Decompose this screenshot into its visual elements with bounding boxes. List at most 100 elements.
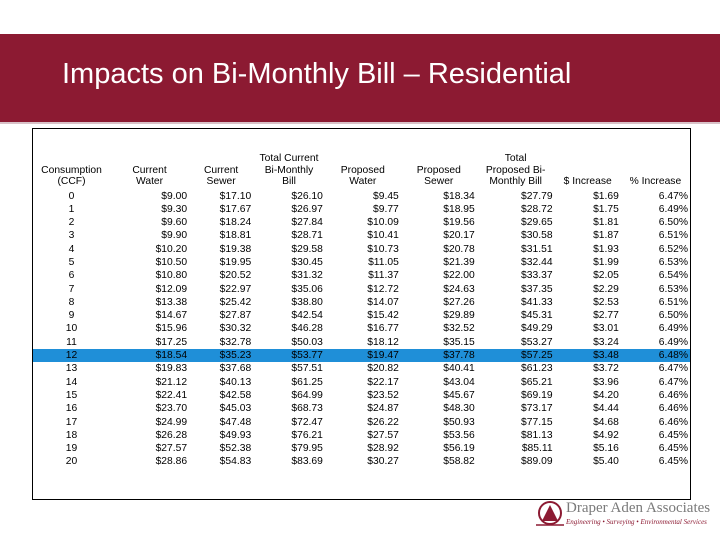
banner-divider — [0, 122, 720, 124]
value-cell: $28.92 — [367, 443, 399, 455]
table-row: 15 $22.41 $42.58 $64.99 $23.52 $45.67 $69.19 $4… — [33, 389, 690, 402]
value-cell: 6.50% — [658, 310, 688, 322]
value-cell: $26.10 — [291, 190, 323, 202]
value-cell: $5.40 — [593, 456, 619, 468]
value-cell: $20.52 — [219, 270, 252, 282]
value-cell: $9.77 — [373, 203, 399, 215]
value-cell: $27.79 — [521, 190, 553, 202]
column-header-line: Current — [203, 164, 239, 176]
column-header-line: Proposed — [340, 164, 385, 176]
column-header: Proposed Water — [325, 153, 401, 190]
consumption-cell: 3 — [68, 230, 75, 242]
table-row: 13 $19.83 $37.68 $57.51 $20.82 $40.41 $61.23 $3… — [33, 362, 690, 375]
value-cell: $1.75 — [593, 203, 619, 215]
value-cell: $9.45 — [373, 190, 399, 202]
value-cell: $53.77 — [253, 349, 325, 363]
value-cell: $10.20 — [155, 243, 188, 255]
column-header-line: Proposed Bi- — [485, 164, 546, 176]
value-cell: $61.23 — [521, 363, 553, 375]
value-cell: $27.84 — [291, 217, 323, 229]
column-header: Total Current Bi-Monthly Bill — [253, 153, 325, 190]
column-header-line: Water — [136, 176, 164, 187]
value-cell: $69.19 — [521, 389, 553, 401]
value-cell: $42.54 — [291, 310, 323, 322]
column-header-line: Bill — [282, 176, 296, 187]
value-cell: $40.13 — [219, 376, 252, 388]
value-cell: $2.53 — [593, 296, 619, 308]
column-header-line: % Increase — [629, 176, 682, 187]
value-cell: 6.49% — [658, 323, 688, 335]
table-row: 17 $24.99 $47.48 $72.47 $26.22 $50.93 $77.15 $4… — [33, 416, 690, 429]
value-cell: $20.82 — [367, 363, 399, 375]
column-header: % Increase — [621, 153, 690, 190]
value-cell: $28.72 — [521, 203, 553, 215]
value-cell: $16.77 — [367, 323, 399, 335]
value-cell: $22.00 — [443, 270, 475, 282]
consumption-cell: 4 — [68, 243, 75, 255]
value-cell: $18.34 — [443, 190, 475, 202]
value-cell: $58.82 — [443, 456, 475, 468]
value-cell: $12.72 — [367, 283, 399, 295]
table-row: 16 $23.70 $45.03 $68.73 $24.87 $48.30 $73.17 $4… — [33, 402, 690, 415]
value-cell: $4.44 — [593, 403, 619, 415]
consumption-cell: 9 — [68, 310, 75, 322]
value-cell: 6.48% — [620, 349, 690, 363]
value-cell: $10.80 — [155, 270, 188, 282]
value-cell: $20.78 — [443, 243, 475, 255]
value-cell: $27.87 — [219, 310, 252, 322]
value-cell: $23.70 — [155, 403, 188, 415]
value-cell: $56.19 — [443, 443, 475, 455]
value-cell: $22.41 — [155, 389, 188, 401]
value-cell: $3.48 — [554, 349, 621, 363]
value-cell: $19.95 — [219, 256, 252, 268]
value-cell: $29.89 — [443, 310, 475, 322]
consumption-cell: 13 — [65, 363, 78, 375]
column-header-line: Sewer — [424, 176, 454, 187]
value-cell: $24.63 — [443, 283, 475, 295]
value-cell: $4.20 — [593, 389, 619, 401]
column-header-line: Consumption — [41, 164, 102, 176]
column-header-line: Water — [349, 176, 377, 187]
draper-aden-logo-mark — [536, 501, 564, 526]
value-cell: $10.09 — [367, 217, 399, 229]
value-cell: $4.92 — [593, 429, 619, 441]
value-cell: $17.25 — [155, 336, 188, 348]
value-cell: $73.17 — [521, 403, 553, 415]
value-cell: $65.21 — [521, 376, 553, 388]
value-cell: $1.99 — [593, 256, 619, 268]
value-cell: $45.67 — [443, 389, 475, 401]
value-cell: $50.93 — [443, 416, 475, 428]
value-cell: $26.28 — [155, 429, 188, 441]
slide-title: Impacts on Bi-Monthly Bill – Residential — [62, 58, 572, 90]
value-cell: $49.93 — [219, 429, 252, 441]
value-cell: $26.97 — [291, 203, 323, 215]
consumption-cell: 5 — [68, 256, 75, 268]
value-cell: $19.56 — [443, 217, 475, 229]
value-cell: $68.73 — [291, 403, 323, 415]
value-cell: 6.47% — [658, 190, 688, 202]
value-cell: $30.27 — [367, 456, 399, 468]
consumption-cell: 17 — [65, 416, 78, 428]
value-cell: $18.54 — [110, 349, 190, 363]
column-header: Current Water — [110, 153, 189, 190]
value-cell: $3.96 — [593, 376, 619, 388]
value-cell: $15.42 — [367, 310, 399, 322]
value-cell: $3.01 — [593, 323, 619, 335]
value-cell: 6.45% — [658, 456, 688, 468]
value-cell: $61.25 — [291, 376, 323, 388]
value-cell: $24.99 — [155, 416, 188, 428]
consumption-cell: 7 — [68, 283, 75, 295]
value-cell: $42.58 — [219, 389, 252, 401]
value-cell: $89.09 — [521, 456, 553, 468]
value-cell: $38.80 — [291, 296, 323, 308]
table-row: 6 $10.80 $20.52 $31.32 $11.37 $22.00 $33.37 $2.… — [33, 269, 690, 282]
value-cell: $77.15 — [521, 416, 553, 428]
value-cell: $25.42 — [219, 296, 252, 308]
value-cell: $18.81 — [219, 230, 252, 242]
column-header: Total Proposed Bi- Monthly Bill — [477, 153, 555, 190]
value-cell: $19.38 — [219, 243, 252, 255]
value-cell: $26.22 — [367, 416, 399, 428]
value-cell: $9.00 — [161, 190, 188, 202]
value-cell: $30.45 — [291, 256, 323, 268]
consumption-cell: 20 — [65, 456, 78, 468]
